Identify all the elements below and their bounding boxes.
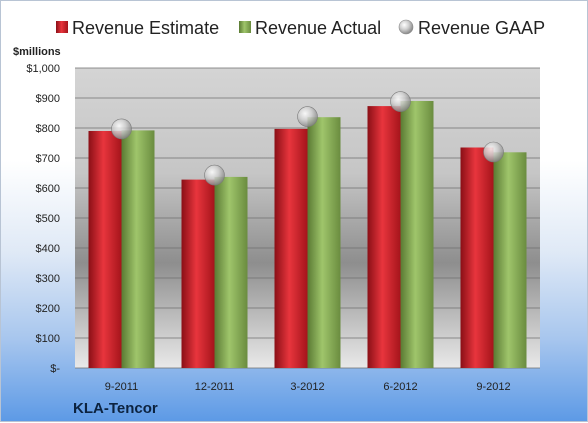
- company-name: KLA-Tencor: [73, 400, 158, 417]
- gaap-markers: [111, 91, 504, 186]
- y-tick-label: $-: [50, 363, 60, 375]
- y-tick-label: $400: [36, 243, 60, 255]
- y-tick-label: $900: [36, 93, 60, 105]
- gaap-marker: [297, 106, 318, 127]
- y-tick-label: $800: [36, 123, 60, 135]
- legend-swatch-actual: [239, 21, 251, 33]
- x-tick-label: 3-2012: [290, 381, 324, 393]
- y-axis: $- $100 $200 $300 $400 $500 $600 $700 $800 $900 $1…: [26, 63, 60, 375]
- legend-label-actual: Revenue Actual: [255, 18, 381, 38]
- bar-actual: [493, 152, 527, 368]
- gaap-marker: [483, 141, 504, 163]
- legend-marker-gaap: [398, 19, 414, 35]
- x-tick-label: 12-2011: [195, 381, 235, 393]
- bar-estimate: [88, 131, 122, 368]
- y-tick-label: $100: [36, 333, 60, 345]
- y-axis-unit-label: $millions: [13, 46, 61, 58]
- legend-swatch-estimate: [56, 21, 68, 33]
- y-tick-label: $200: [36, 303, 60, 315]
- y-tick-label: $500: [36, 213, 60, 225]
- bar-estimate: [274, 128, 308, 368]
- x-axis: 9-2011 12-2011 3-2012 6-2012 9-2012: [105, 381, 511, 393]
- gaap-marker: [204, 164, 225, 186]
- gaap-marker: [111, 118, 132, 140]
- bar-estimate: [181, 179, 215, 368]
- x-tick-label: 9-2011: [105, 381, 138, 393]
- bar-actual: [121, 130, 155, 368]
- legend-label-estimate: Revenue Estimate: [72, 18, 219, 38]
- legend: Revenue Estimate Revenue Actual Revenue …: [56, 18, 545, 38]
- x-tick-label: 6-2012: [383, 381, 417, 393]
- bar-estimate: [460, 147, 494, 368]
- gaap-marker: [390, 91, 411, 112]
- x-tick-label: 9-2012: [476, 381, 510, 393]
- bar-estimate: [367, 106, 401, 368]
- bar-actual: [214, 176, 248, 368]
- bars: [88, 101, 527, 368]
- y-tick-label: $700: [36, 153, 60, 165]
- bar-actual: [307, 117, 341, 368]
- bar-actual: [400, 101, 434, 368]
- y-tick-label: $600: [36, 183, 60, 195]
- y-tick-label: $1,000: [26, 63, 60, 75]
- legend-label-gaap: Revenue GAAP: [418, 18, 545, 38]
- y-tick-label: $300: [36, 273, 60, 285]
